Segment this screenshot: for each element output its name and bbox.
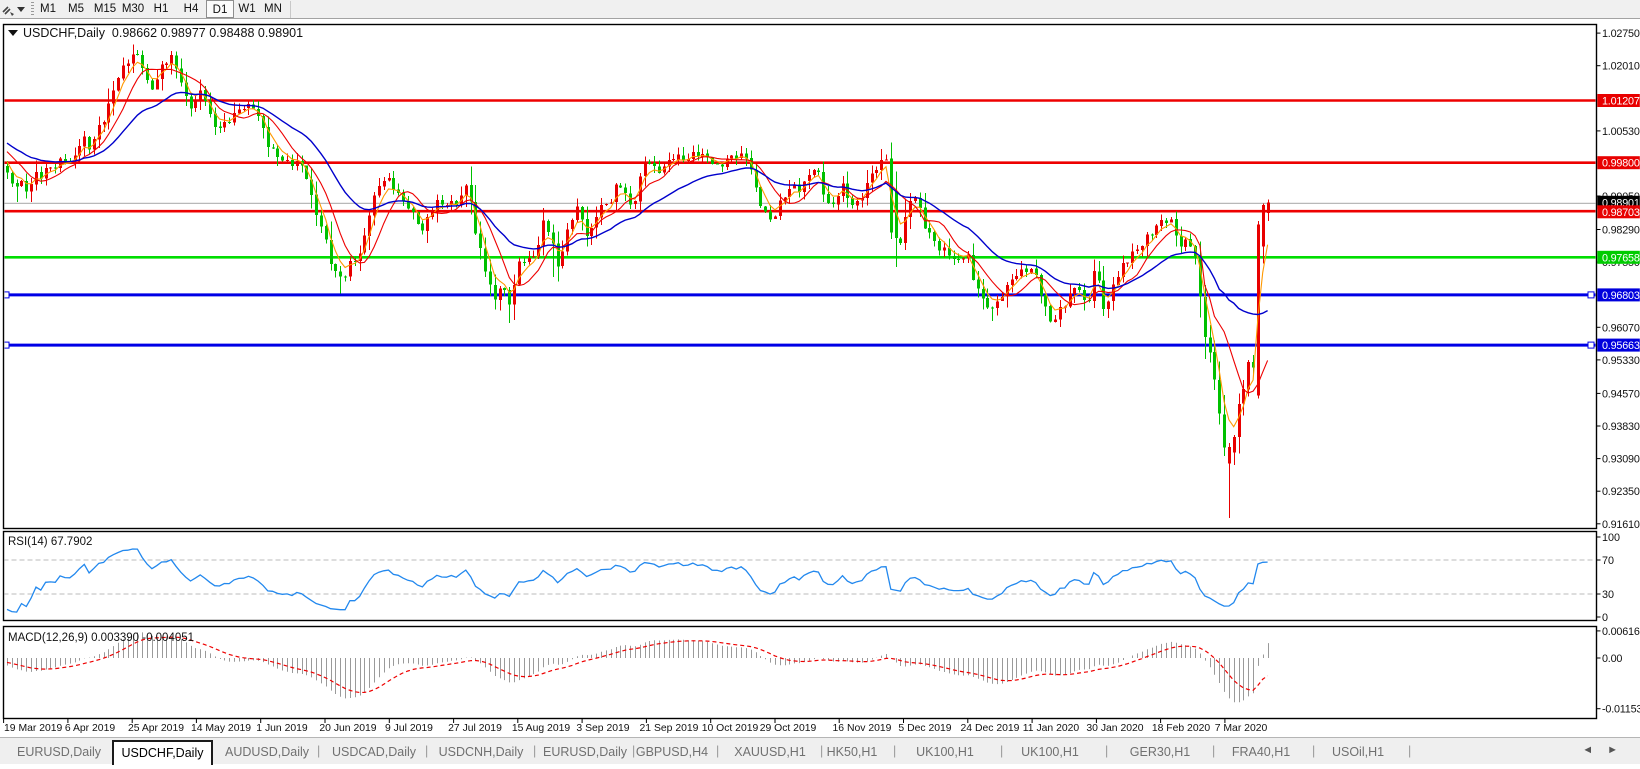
svg-text:70: 70 <box>1602 555 1614 567</box>
svg-text:0.94570: 0.94570 <box>1602 388 1640 400</box>
svg-text:10 Oct 2019: 10 Oct 2019 <box>702 723 759 734</box>
svg-text:1.02010: 1.02010 <box>1602 61 1640 73</box>
svg-text:30: 30 <box>1602 589 1614 601</box>
svg-text:0.98703: 0.98703 <box>1602 207 1640 219</box>
svg-text:0.97658: 0.97658 <box>1602 252 1640 264</box>
svg-text:30 Jan 2020: 30 Jan 2020 <box>1086 723 1143 734</box>
svg-text:15 Aug 2019: 15 Aug 2019 <box>512 723 571 734</box>
svg-text:1.01207: 1.01207 <box>1602 96 1640 108</box>
svg-text:0.95663: 0.95663 <box>1602 340 1640 352</box>
svg-text:24 Dec 2019: 24 Dec 2019 <box>961 723 1020 734</box>
svg-text:USDCHF,Daily 0.98662 0.98977: USDCHF,Daily 0.98662 0.98977 0.98488 0.9… <box>23 26 303 40</box>
svg-text:29 Oct 2019: 29 Oct 2019 <box>760 723 817 734</box>
svg-text:0.006167: 0.006167 <box>1602 626 1640 638</box>
svg-text:1 Jun 2019: 1 Jun 2019 <box>256 723 308 734</box>
svg-text:1.02750: 1.02750 <box>1602 28 1640 40</box>
svg-text:27 Jul 2019: 27 Jul 2019 <box>448 723 502 734</box>
svg-text:0.96070: 0.96070 <box>1602 322 1640 334</box>
svg-text:100: 100 <box>1602 532 1620 544</box>
svg-text:0: 0 <box>1602 612 1608 624</box>
svg-text:0.00: 0.00 <box>1602 653 1622 665</box>
svg-text:6 Apr 2019: 6 Apr 2019 <box>65 723 115 734</box>
svg-text:0.93090: 0.93090 <box>1602 454 1640 466</box>
svg-text:21 Sep 2019: 21 Sep 2019 <box>640 723 699 734</box>
svg-text:RSI(14) 67.7902: RSI(14) 67.7902 <box>8 536 92 548</box>
svg-text:MACD(12,26,9) 0.003390 -0.0040: MACD(12,26,9) 0.003390 -0.004051 <box>8 632 194 644</box>
svg-text:5 Dec 2019: 5 Dec 2019 <box>898 723 951 734</box>
svg-text:0.92350: 0.92350 <box>1602 486 1640 498</box>
svg-text:0.99800: 0.99800 <box>1602 158 1640 170</box>
svg-text:16 Nov 2019: 16 Nov 2019 <box>833 723 892 734</box>
svg-text:0.91610: 0.91610 <box>1602 519 1640 531</box>
svg-text:9 Jul 2019: 9 Jul 2019 <box>385 723 433 734</box>
svg-text:0.98290: 0.98290 <box>1602 225 1640 237</box>
svg-text:3 Sep 2019: 3 Sep 2019 <box>576 723 629 734</box>
svg-text:0.95330: 0.95330 <box>1602 355 1640 367</box>
svg-text:18 Feb 2020: 18 Feb 2020 <box>1152 723 1211 734</box>
svg-text:14 May 2019: 14 May 2019 <box>191 723 251 734</box>
svg-text:19 Mar 2019: 19 Mar 2019 <box>4 723 63 734</box>
svg-text:11 Jan 2020: 11 Jan 2020 <box>1023 723 1080 734</box>
svg-text:1.00530: 1.00530 <box>1602 126 1640 138</box>
svg-text:0.93830: 0.93830 <box>1602 421 1640 433</box>
svg-text:25 Apr 2019: 25 Apr 2019 <box>128 723 184 734</box>
svg-text:0.96803: 0.96803 <box>1602 290 1640 302</box>
svg-text:7 Mar 2020: 7 Mar 2020 <box>1215 723 1268 734</box>
svg-text:20 Jun 2019: 20 Jun 2019 <box>319 723 376 734</box>
